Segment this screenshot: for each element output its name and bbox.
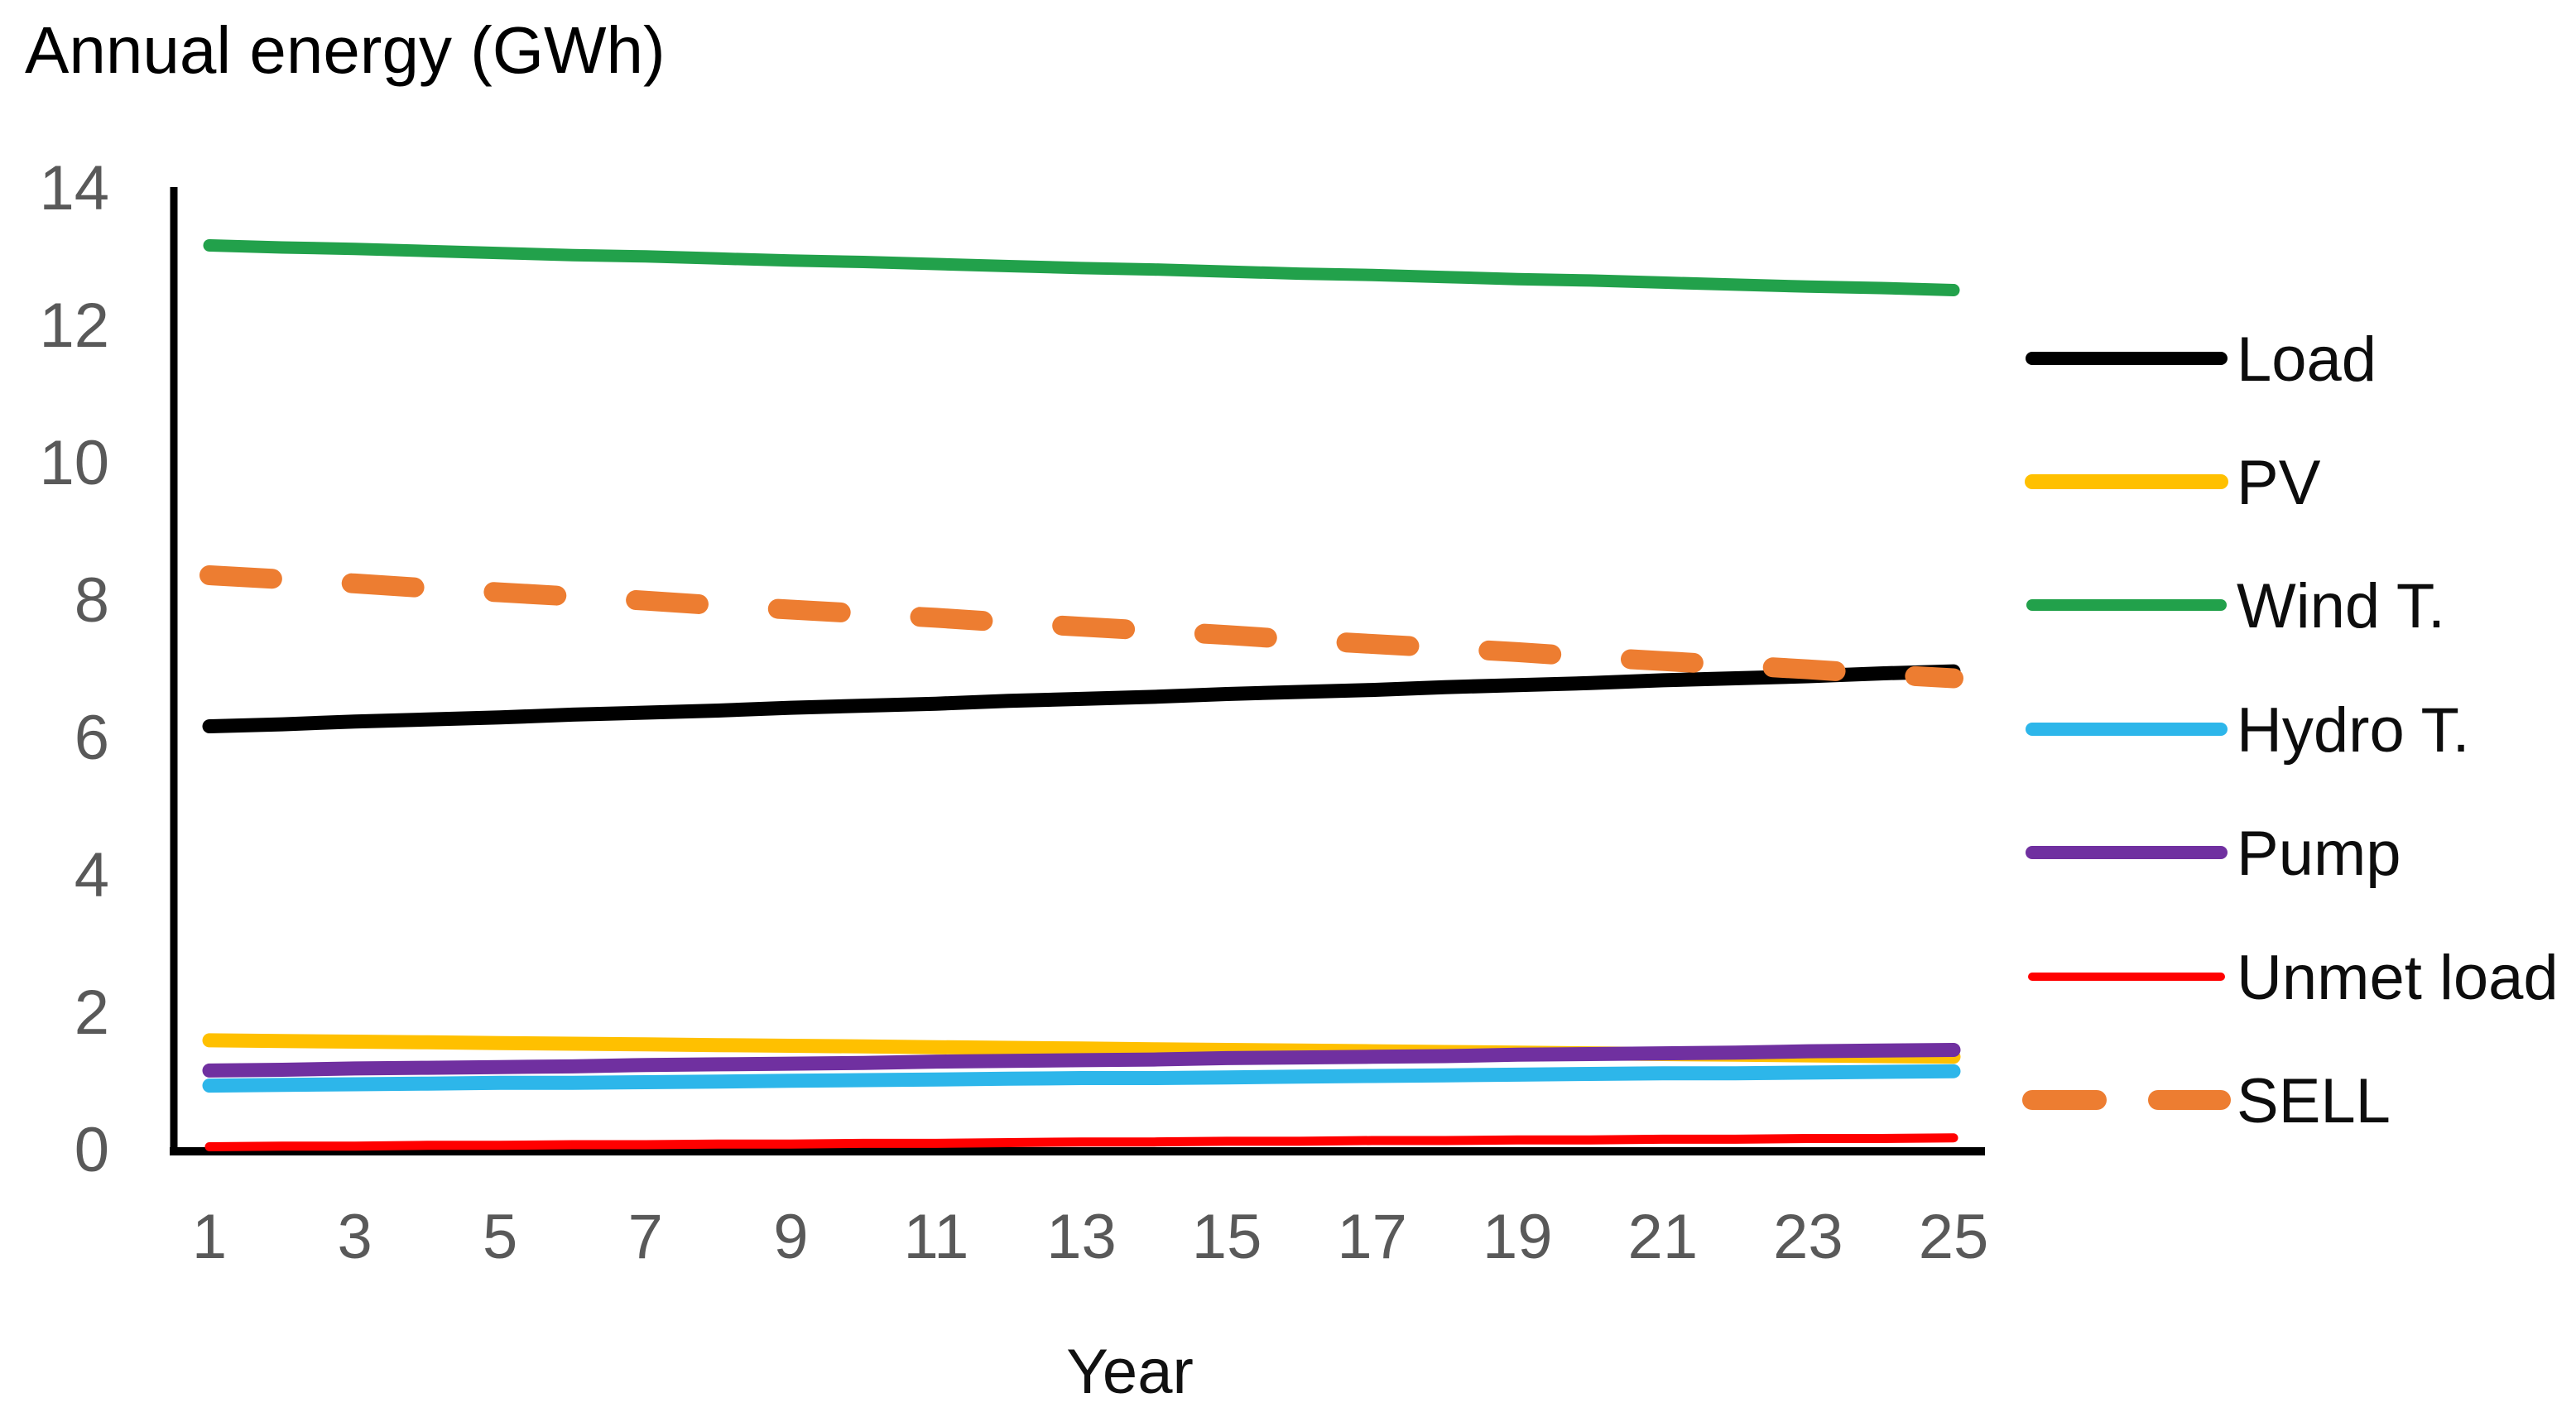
x-axis-title: Year — [1066, 1337, 1194, 1407]
x-tick-label: 15 — [1192, 1202, 1262, 1272]
x-tick-label: 13 — [1046, 1202, 1117, 1272]
y-tick-label: 10 — [39, 428, 109, 498]
legend-label-unmet-load: Unmet load — [2237, 943, 2559, 1013]
x-tick-label: 11 — [903, 1202, 968, 1272]
x-tick-label: 23 — [1773, 1202, 1843, 1272]
x-tick-label: 3 — [337, 1202, 372, 1272]
legend-label-load: Load — [2237, 324, 2377, 395]
x-tick-label: 9 — [773, 1202, 808, 1272]
x-tick-label: 19 — [1483, 1202, 1553, 1272]
series-line-pump — [202, 1043, 1961, 1078]
y-tick-label: 6 — [74, 703, 109, 773]
chart-title: Annual energy (GWh) — [25, 13, 666, 87]
x-tick-label: 17 — [1337, 1202, 1407, 1272]
series-line-hydro-t — [202, 1064, 1961, 1093]
series-line-sell — [199, 565, 1963, 689]
x-tick-label: 1 — [192, 1202, 227, 1272]
series-line-wind-t — [203, 239, 1960, 296]
legend-label-wind-t: Wind T. — [2237, 571, 2445, 641]
legend-label-hydro-t: Hydro T. — [2237, 695, 2470, 766]
y-tick-label: 0 — [74, 1115, 109, 1185]
legend-label-pv: PV — [2237, 448, 2321, 518]
y-tick-label: 4 — [74, 840, 109, 910]
legend: Load PV Wind T. Hydro T. Pump Unmet load SELL — [2022, 324, 2559, 1136]
series-line-unmet-load — [204, 1133, 1958, 1151]
legend-label-sell: SELL — [2237, 1066, 2391, 1136]
y-tick-label: 12 — [39, 291, 109, 361]
series-line-load — [202, 664, 1961, 733]
x-tick-label: 25 — [1919, 1202, 1989, 1272]
x-tick-label: 21 — [1628, 1202, 1699, 1272]
legend-label-pump: Pump — [2237, 819, 2401, 889]
plot-area — [199, 239, 1963, 1151]
y-tick-label: 8 — [74, 565, 109, 636]
y-tick-label: 14 — [39, 153, 109, 223]
y-tick-label: 2 — [74, 977, 109, 1048]
x-tick-label: 5 — [483, 1202, 517, 1272]
x-tick-label: 7 — [628, 1202, 663, 1272]
